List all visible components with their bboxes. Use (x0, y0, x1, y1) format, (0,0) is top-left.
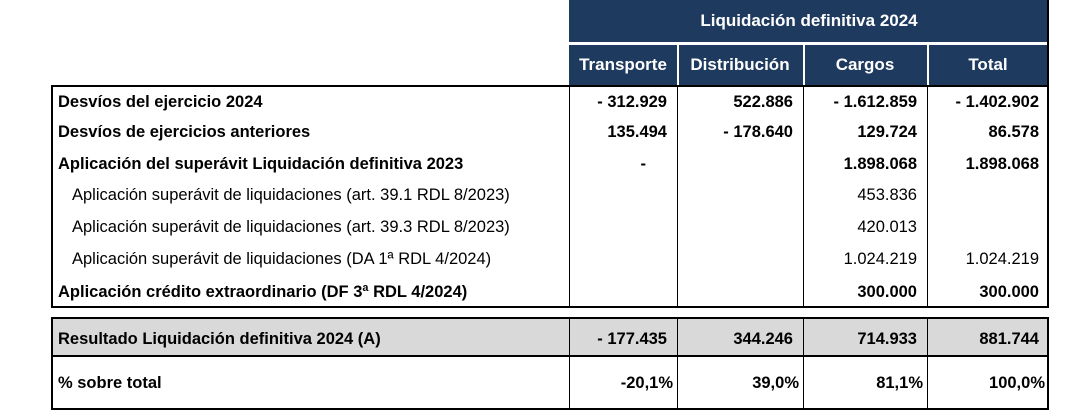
header-col-separator (677, 45, 679, 85)
result-label: Resultado Liquidación definitiva 2024 (A… (58, 330, 381, 348)
row-value: 1.024.219 (843, 250, 917, 268)
column-header-transporte: Transporte (569, 45, 677, 85)
row-label: Aplicación superávit de liquidaciones (a… (72, 186, 510, 204)
row-value: - (640, 155, 647, 173)
row-value: - 312.929 (597, 93, 667, 111)
row-label: Aplicación del superávit Liquidación def… (58, 155, 464, 173)
result-value: 881.744 (979, 330, 1039, 348)
result-column-divider (803, 317, 804, 357)
header-col-separator (927, 45, 929, 85)
column-divider (569, 85, 570, 308)
row-value: 1.898.068 (843, 155, 917, 173)
row-value: 135.494 (607, 123, 667, 141)
row-value: 300.000 (857, 283, 917, 301)
row-value: 453.836 (857, 186, 917, 204)
header-col-separator (803, 45, 805, 85)
row-value: 86.578 (988, 123, 1039, 141)
row-value: 522.886 (733, 93, 793, 111)
result-column-divider (569, 317, 570, 357)
row-value: - 178.640 (723, 123, 793, 141)
result-column-divider (677, 317, 678, 357)
result-top-border (51, 317, 1049, 319)
result-column-divider (927, 317, 928, 357)
row-value: 420.013 (857, 218, 917, 236)
row-value: - 1.402.902 (955, 93, 1039, 111)
percent-bottom-border (51, 408, 1049, 410)
row-value: 300.000 (979, 283, 1039, 301)
percent-column-divider (927, 356, 928, 410)
percent-column-divider (803, 356, 804, 410)
percent-value: -20,1% (620, 374, 673, 392)
result-right-border (1047, 317, 1049, 357)
column-header-cargos: Cargos (803, 45, 927, 85)
row-value: - 1.612.859 (833, 93, 917, 111)
percent-value: 81,1% (876, 374, 923, 392)
percent-column-divider (677, 356, 678, 410)
result-row-background (51, 318, 1049, 356)
result-left-border (51, 317, 53, 357)
body-top-border (51, 85, 1049, 87)
body-right-border (1047, 0, 1049, 308)
result-bottom-border (51, 355, 1049, 357)
column-header-total: Total (927, 45, 1049, 85)
column-header-distribucin: Distribución (677, 45, 803, 85)
body-left-border (51, 85, 53, 308)
percent-value: 39,0% (752, 374, 799, 392)
header-group-title: Liquidación definitiva 2024 (569, 0, 1049, 42)
percent-right-border (1047, 356, 1049, 410)
header-row-separator (569, 42, 1049, 45)
row-label: Desvíos de ejercicios anteriores (58, 123, 311, 141)
percent-left-border (51, 356, 53, 410)
column-divider (927, 85, 928, 308)
result-value: 714.933 (857, 330, 917, 348)
row-label: Aplicación superávit de liquidaciones (D… (72, 250, 492, 268)
row-value: 1.024.219 (965, 250, 1039, 268)
row-label: Desvíos del ejercicio 2024 (58, 93, 263, 111)
row-value: 1.898.068 (965, 155, 1039, 173)
body-bottom-border (51, 306, 1049, 308)
result-value: 344.246 (733, 330, 793, 348)
column-divider (677, 85, 678, 308)
result-value: - 177.435 (597, 330, 667, 348)
percent-column-divider (569, 356, 570, 410)
row-value: 129.724 (857, 123, 917, 141)
row-label: Aplicación superávit de liquidaciones (a… (72, 218, 510, 236)
column-divider (803, 85, 804, 308)
percent-label: % sobre total (58, 374, 162, 392)
row-label: Aplicación crédito extraordinario (DF 3ª… (58, 283, 468, 301)
percent-value: 100,0% (989, 374, 1045, 392)
